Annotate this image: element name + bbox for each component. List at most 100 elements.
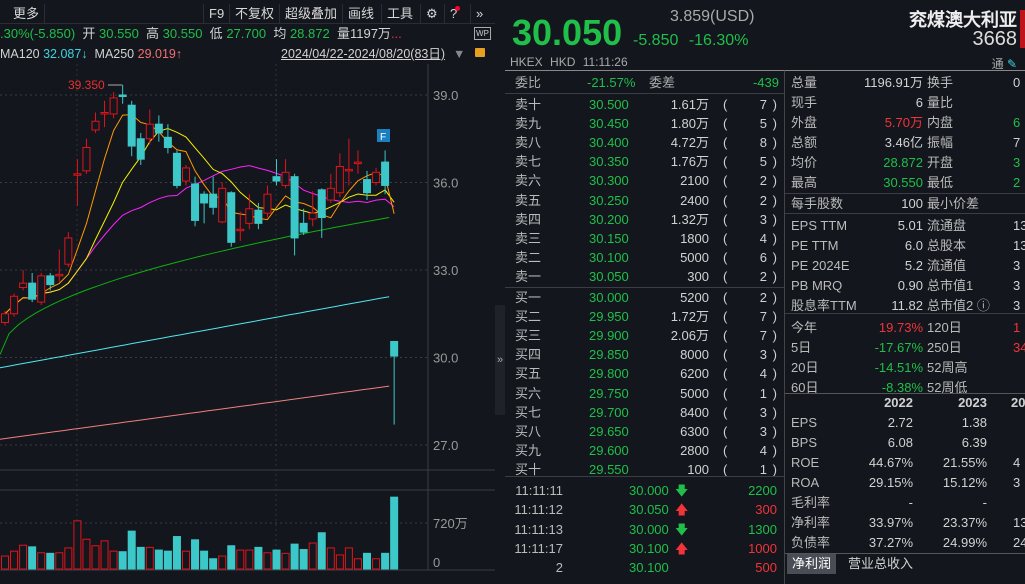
volume-bar [290,543,299,570]
level-price: 30.500 [589,97,629,112]
bids-level-row[interactable]: 买八 29.650 6300 (3) [505,422,785,441]
candlestick-chart[interactable]: 39.0 36.0 33.0 30.0 27.0 720万 0 39.350 F [0,0,495,584]
chart-panel: 更多 F9 不复权 超级叠加 画线 工具 ⚙ ? » .30%(-5.850) … [0,0,495,584]
ma20-line [4,165,395,315]
candle [317,188,326,238]
level-orders: 5 [759,154,767,170]
candle-body [191,183,200,221]
asks-level-row[interactable]: 卖三 30.150 1800 (4) [505,229,785,248]
level-orders: 7 [759,328,767,344]
fin-label: ROE [791,455,820,470]
double-chevron-right-icon[interactable]: » [470,4,488,24]
quote-time: 11:11:26 [582,55,628,69]
level-label: 买七 [515,404,542,420]
paren: ) [772,97,777,112]
f9-button[interactable]: F9 [203,4,229,24]
bids-level-row[interactable]: 买九 29.600 2800 (4) [505,441,785,460]
asks-level-row[interactable]: 卖八 30.400 4.72万 (8) [505,133,785,152]
stat-value: 5.70万 [884,115,923,130]
stat-row: 总额 3.46亿 振幅 7 [785,133,1025,153]
fin-row: ROA 29.15% 15.12% 3 [785,473,1025,493]
level-orders: 1 [759,385,767,401]
level-label: 买三 [515,328,542,344]
level-price: 29.900 [589,328,629,344]
level-label: 卖五 [515,192,542,208]
level-price: 30.450 [589,116,629,132]
asks-level-row[interactable]: 卖六 30.300 2100 (2) [505,171,785,190]
level-price: 30.400 [589,135,629,151]
date-range[interactable]: 2024/04/22-2024/08/20(83日) [281,47,446,61]
level-price: 30.250 [589,192,629,208]
level-orders: 3 [759,347,767,363]
asks-level-row[interactable]: 卖五 30.250 2400 (2) [505,191,785,210]
asks-level-row[interactable]: 卖十 30.500 1.61万 (7) [505,95,785,114]
candle-body [299,222,308,233]
high-marker-label: 39.350 [68,78,105,92]
level-orders: 4 [759,442,767,458]
volume-bar [145,546,154,570]
question-icon[interactable]: ? [444,4,462,24]
collapse-handle[interactable]: » [495,305,505,415]
level-label: 买八 [515,423,542,439]
bids-level-row[interactable]: 买三 29.900 2.06万 (7) [505,326,785,345]
dropdown-triangle-icon[interactable]: ▼ [453,47,466,61]
stat-label-2: 最低 [927,175,954,190]
ratio-label: 委比 [515,75,542,90]
bids-level-row[interactable]: 买七 29.700 8400 (3) [505,403,785,422]
bids-level-row[interactable]: 买五 29.800 6200 (4) [505,364,785,383]
candle [100,100,109,128]
stat-label: 今年 [791,320,818,335]
stat-value-2: 1 [1013,320,1021,335]
asks-level-row[interactable]: 卖二 30.100 5000 (6) [505,248,785,267]
volume-bar [46,552,55,570]
volume-bar [91,545,100,570]
paren: ( [723,268,728,284]
stat-label: 现手 [791,95,818,110]
asks-level-row[interactable]: 卖九 30.450 1.80万 (5) [505,114,785,133]
adjust-button[interactable]: 不复权 [229,4,279,24]
draw-button[interactable]: 画线 [342,4,379,24]
level-volume: 1.32万 [670,211,709,227]
stat-value: 28.872 [883,155,923,170]
lock-icon[interactable] [475,48,485,57]
overlay-button[interactable]: 超级叠加 [279,4,342,24]
bids-level-row[interactable]: 买四 29.850 8000 (3) [505,345,785,364]
fin-row: 净利率 33.97% 23.37% 13 [785,513,1025,533]
tab-revenue[interactable]: 营业总收入 [848,556,914,571]
bids-level-row[interactable]: 买一 30.000 5200 (2) [505,288,785,307]
paren: ) [772,230,777,246]
asks-level-row[interactable]: 卖一 30.050 300 (2) [505,267,785,286]
market-meta: HKEX HKD 11:11:26 [510,55,628,69]
pencil-icon[interactable]: ✎ [1006,57,1017,71]
year: 20 [1011,395,1025,410]
fin-value: - [982,495,987,510]
fin-row: 毛利率 - - [785,493,1025,513]
wp-icon[interactable]: WP [474,27,491,40]
paren: ( [723,328,728,344]
stat-label-2: 总股本 [927,238,967,253]
tick-price: 30.050 [629,502,669,518]
paren: ) [772,211,777,227]
paren: ( [723,442,728,458]
candle-body [209,193,218,208]
bids-level-row[interactable]: 买十 29.550 100 (1) [505,460,785,479]
trade-tick-row: 11:11:11 30.000 🡇 2200 [505,481,785,500]
tools-button[interactable]: 工具 [381,4,418,24]
ma250-value: 29.019↑ [137,47,183,61]
asks-level-row[interactable]: 卖四 30.200 1.32万 (3) [505,210,785,229]
bids-level-row[interactable]: 买六 29.750 5000 (1) [505,384,785,403]
gear-icon[interactable]: ⚙ [420,4,443,24]
tab-net-profit[interactable]: 净利润 [787,554,837,574]
tick-time: 11:11:12 [514,502,563,518]
paren: ( [723,461,728,477]
more-button[interactable]: 更多 [8,4,46,24]
paren: ) [772,347,777,363]
candle [353,150,362,174]
asks-level-row[interactable]: 卖七 30.350 1.76万 (5) [505,152,785,171]
stat-label: PE 2024E [791,258,850,273]
volume-bar [326,547,335,570]
stat-label: EPS TTM [791,218,848,233]
bids-level-row[interactable]: 买二 29.950 1.72万 (7) [505,307,785,326]
candle-body [200,193,209,204]
candle-body [281,171,290,186]
